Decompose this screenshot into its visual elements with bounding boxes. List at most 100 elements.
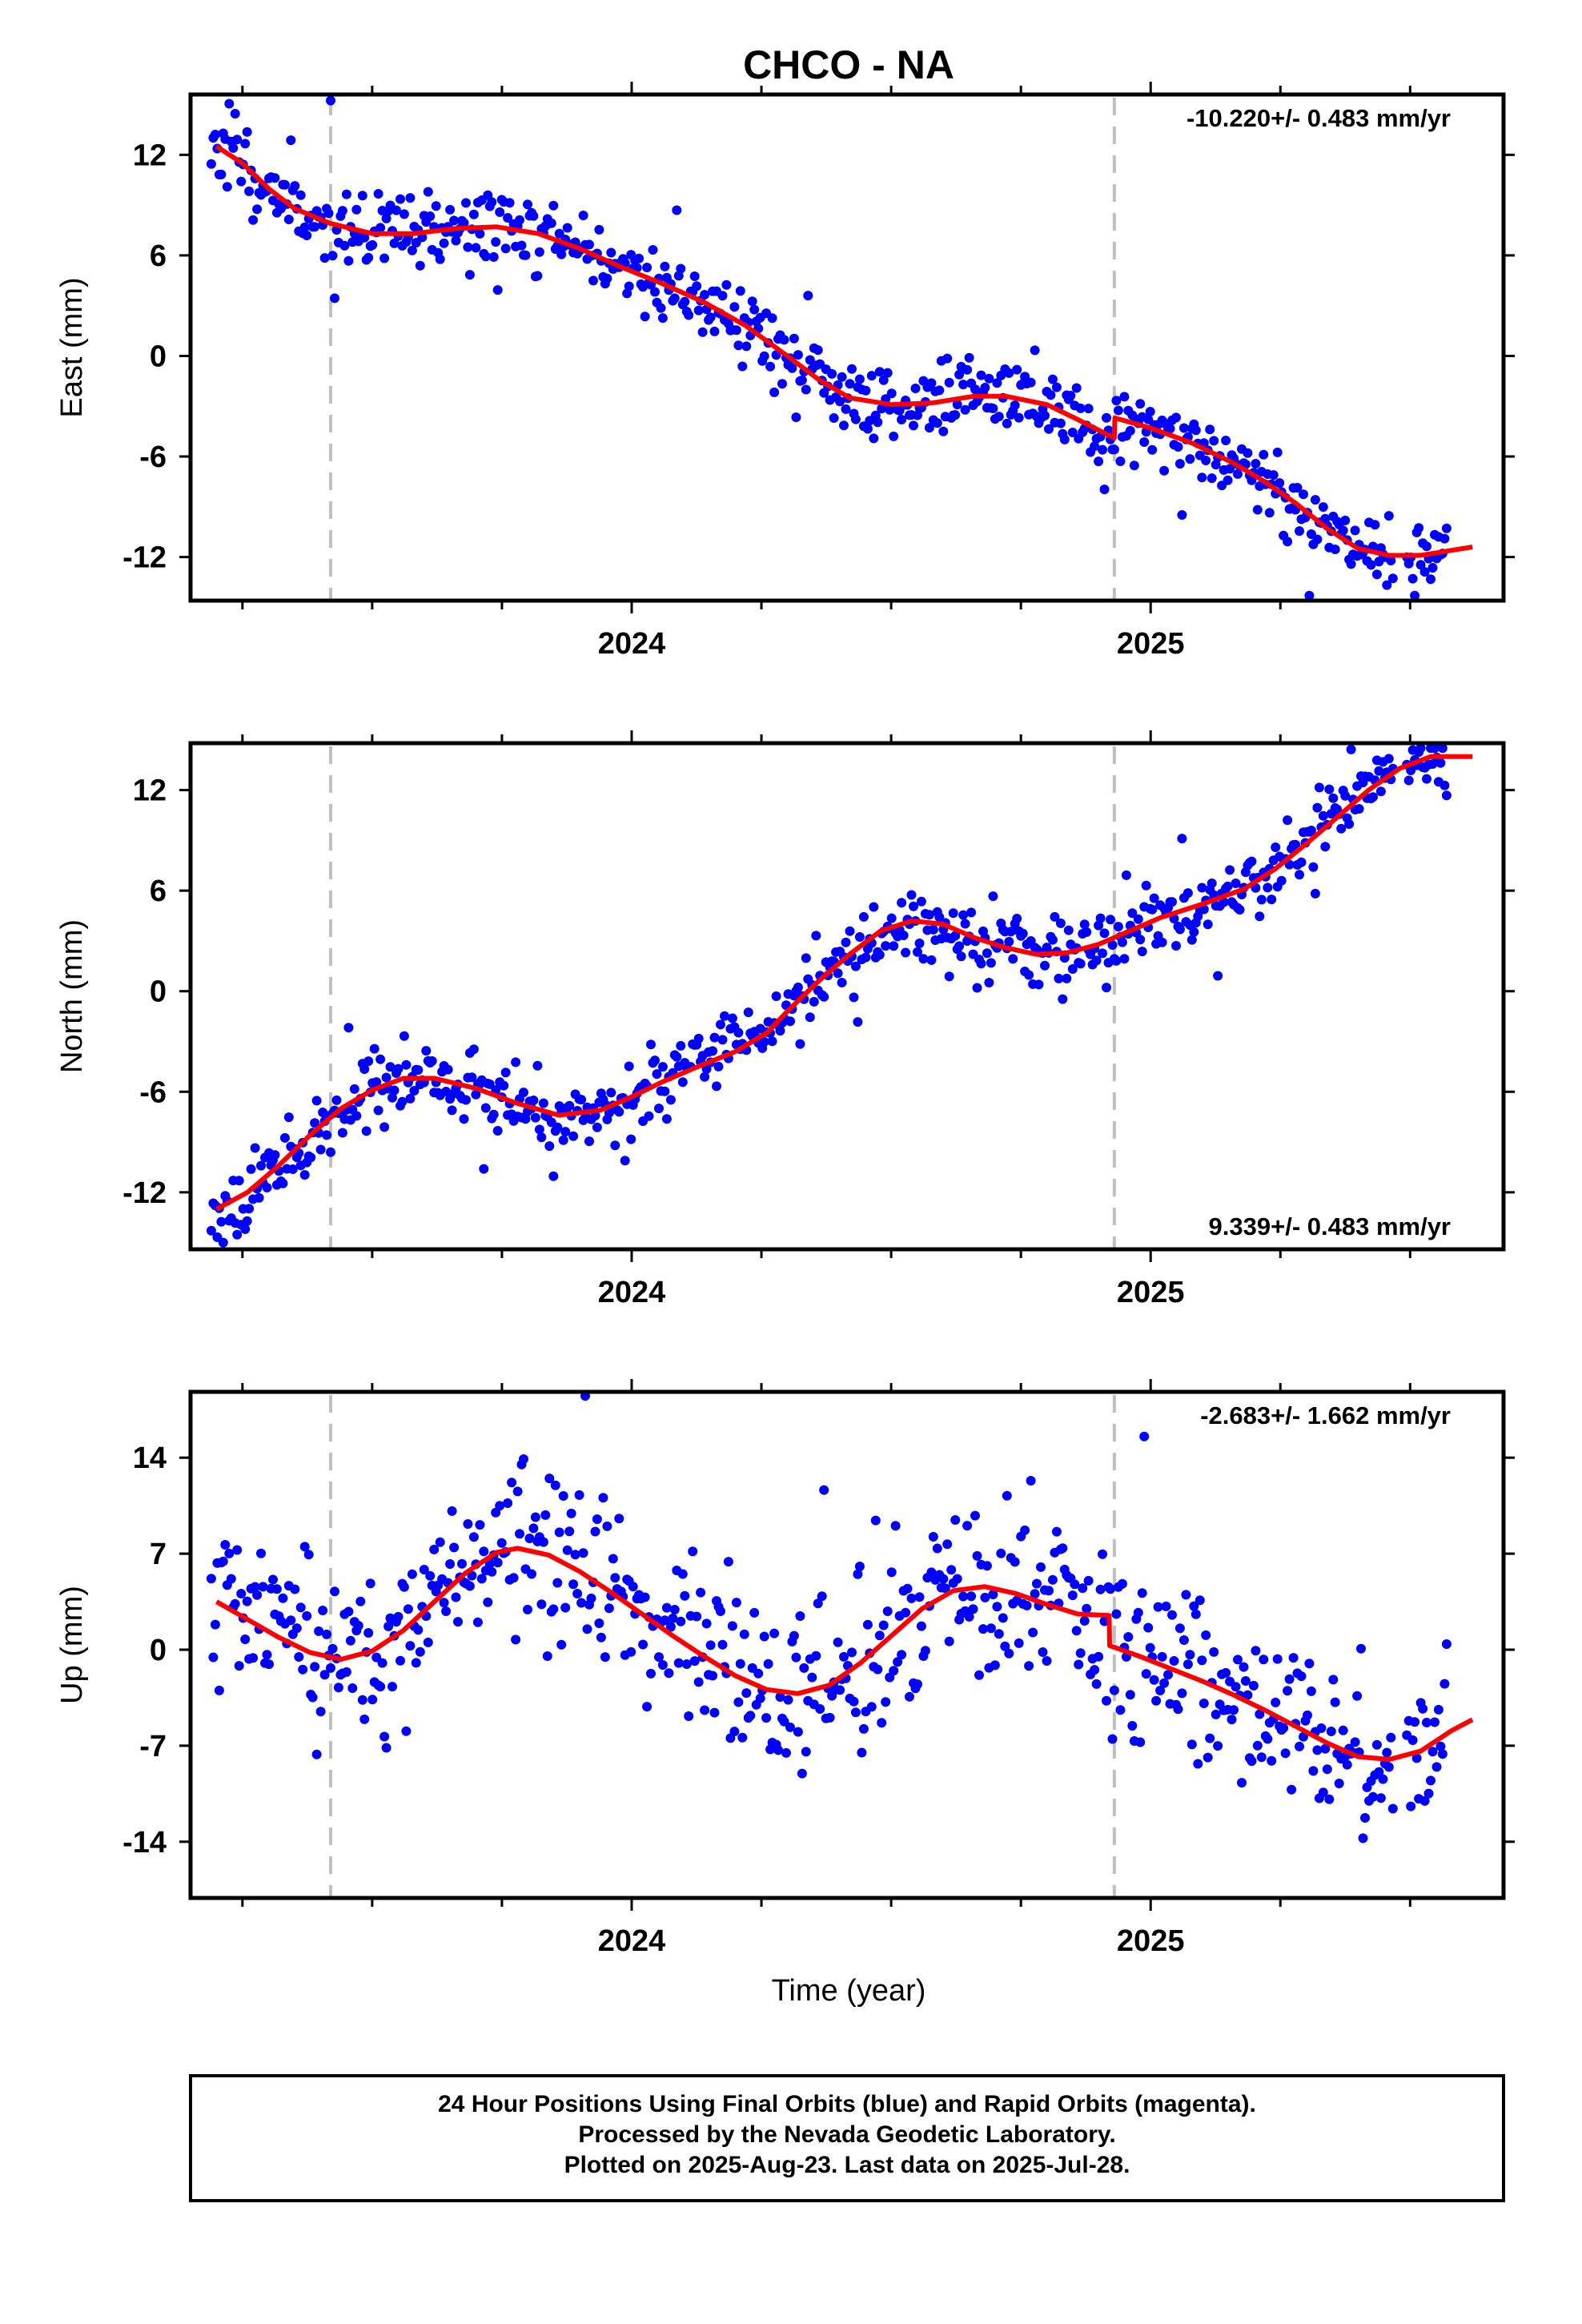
data-point (1137, 947, 1147, 957)
data-point (938, 1574, 949, 1584)
data-point (391, 205, 401, 215)
data-point (1439, 1679, 1450, 1689)
data-point (1308, 1766, 1319, 1776)
data-point (689, 271, 700, 281)
y-tick-label: -6 (139, 1076, 167, 1109)
data-point (1197, 883, 1207, 893)
data-point (717, 1639, 728, 1650)
data-point (403, 1604, 413, 1614)
data-point (1102, 412, 1111, 423)
data-point (290, 181, 300, 191)
data-point (503, 213, 513, 223)
data-point (672, 205, 682, 215)
data-point (1046, 390, 1056, 400)
data-point (1147, 904, 1158, 915)
footer-line-1: 24 Hour Positions Using Final Orbits (bl… (438, 2091, 1256, 2117)
data-point (1407, 573, 1418, 584)
data-point (1201, 456, 1211, 465)
data-point (491, 237, 501, 247)
data-point (934, 385, 945, 396)
x-axis-label: Time (year) (772, 1974, 926, 2008)
data-point (669, 293, 680, 304)
data-point (1340, 515, 1351, 525)
data-point (303, 1550, 314, 1560)
data-point (1322, 1764, 1332, 1775)
data-point (511, 1057, 521, 1068)
data-point (657, 1062, 668, 1072)
data-point (552, 1578, 563, 1588)
data-point (614, 1514, 624, 1524)
data-point (330, 293, 339, 304)
data-point (226, 1574, 236, 1584)
data-point (1207, 879, 1217, 888)
data-point (664, 1668, 674, 1679)
data-point (582, 1624, 592, 1634)
data-point (733, 1027, 744, 1038)
data-point (916, 1621, 926, 1631)
data-point (341, 189, 351, 199)
data-point (425, 1570, 436, 1581)
data-point (781, 1747, 791, 1758)
data-point (1038, 1647, 1048, 1657)
data-point (920, 1646, 930, 1656)
data-point (322, 1130, 331, 1140)
data-point (1267, 1755, 1277, 1766)
data-point (256, 1160, 266, 1171)
data-point (327, 251, 338, 261)
data-point (337, 1128, 347, 1138)
data-point (1336, 823, 1347, 834)
data-point (731, 325, 741, 336)
data-point (1338, 1725, 1348, 1735)
data-point (419, 1565, 429, 1574)
data-point (564, 1100, 575, 1111)
data-point (1280, 1748, 1291, 1759)
data-point (576, 1598, 587, 1608)
data-point (1012, 914, 1022, 923)
data-point (544, 1141, 555, 1152)
data-point (692, 281, 702, 292)
data-point (431, 201, 441, 211)
data-point (459, 1114, 469, 1124)
data-point (1066, 391, 1076, 400)
y-axis-label: North (mm) (55, 919, 89, 1073)
data-point (393, 1611, 404, 1622)
data-point (319, 1670, 330, 1680)
data-point (542, 1651, 552, 1661)
data-point (913, 1679, 922, 1690)
data-point (1137, 1588, 1147, 1598)
data-point (1433, 1704, 1443, 1715)
data-point (1415, 560, 1426, 570)
data-point (1312, 1745, 1323, 1755)
data-point (676, 1616, 686, 1626)
data-point (268, 1574, 278, 1585)
data-point (353, 1621, 363, 1630)
data-point (1159, 465, 1170, 476)
data-point (932, 1543, 942, 1554)
data-point (1312, 534, 1323, 545)
data-point (926, 1567, 937, 1578)
data-point (1422, 1718, 1431, 1727)
y-tick-label: 0 (150, 340, 167, 373)
data-point (311, 1749, 322, 1759)
data-point (515, 215, 524, 225)
data-point (982, 948, 992, 959)
data-point (913, 947, 922, 957)
data-point (295, 190, 306, 200)
data-point (584, 1136, 594, 1147)
data-point (1272, 447, 1283, 457)
data-point (381, 1072, 391, 1083)
data-point (650, 287, 660, 297)
data-point (1042, 1656, 1052, 1666)
data-point (343, 255, 354, 266)
data-point (853, 1017, 863, 1027)
data-point (1098, 948, 1107, 959)
data-point (375, 223, 386, 233)
data-point (668, 1613, 678, 1623)
data-point (677, 1077, 688, 1088)
data-point (942, 353, 953, 364)
data-point (998, 1613, 1008, 1623)
data-point (314, 1626, 324, 1636)
data-point (242, 1596, 252, 1606)
data-point (1252, 505, 1263, 515)
data-point (409, 1086, 420, 1096)
